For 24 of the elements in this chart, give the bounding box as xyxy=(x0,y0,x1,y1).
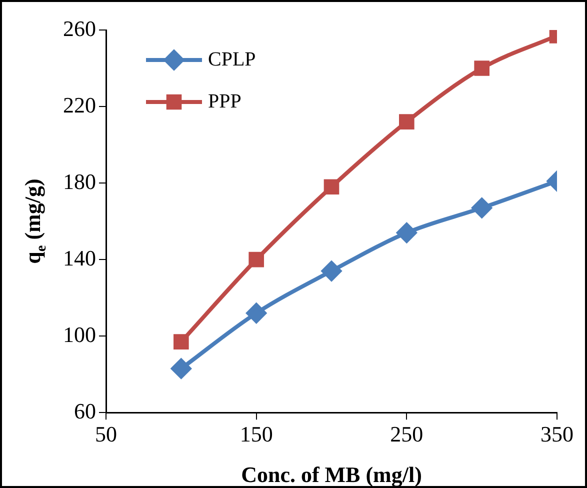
x-tick-label: 250 xyxy=(390,422,424,447)
point xyxy=(324,179,340,195)
y-tick-label: 60 xyxy=(74,398,96,424)
x-tick-label: 150 xyxy=(240,422,273,447)
point xyxy=(322,261,342,282)
x-tick-label: 50 xyxy=(95,422,117,447)
y-tick-label: 180 xyxy=(63,168,96,194)
point xyxy=(246,303,266,324)
point xyxy=(399,114,414,130)
x-tick-label: 350 xyxy=(540,422,574,447)
point xyxy=(472,198,492,218)
point xyxy=(396,222,417,243)
y-tick-label: 220 xyxy=(63,92,96,118)
x-axis-title: Conc. of MB (mg/l) xyxy=(241,462,422,487)
point xyxy=(474,60,490,76)
y-axis-title: qe (mg/g) xyxy=(20,178,50,264)
legend-label: CPLP xyxy=(208,48,256,70)
point xyxy=(248,252,264,268)
point xyxy=(171,358,192,379)
point xyxy=(174,334,189,350)
y-tick-label: 100 xyxy=(63,322,96,347)
y-tick-label: 140 xyxy=(63,245,96,270)
legend-label: PPP xyxy=(208,90,242,112)
y-tick-label: 260 xyxy=(63,16,96,41)
